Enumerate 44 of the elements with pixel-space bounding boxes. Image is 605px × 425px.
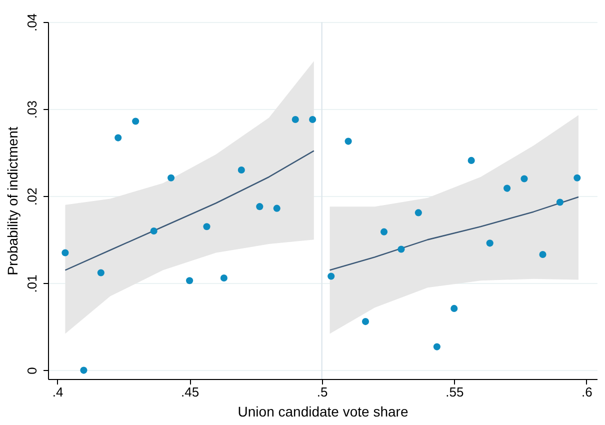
- point: [273, 204, 280, 212]
- x-axis-title: Union candidate vote share: [238, 404, 408, 420]
- point: [186, 277, 194, 284]
- point: [380, 228, 388, 236]
- point: [414, 209, 422, 216]
- point: [220, 274, 228, 282]
- point: [114, 134, 122, 142]
- point: [398, 246, 405, 253]
- point: [238, 166, 245, 174]
- point: [556, 198, 564, 206]
- point: [520, 175, 528, 182]
- y-tick-label: .03: [24, 100, 40, 119]
- point: [62, 249, 69, 256]
- point: [150, 227, 158, 235]
- x-tick-label: .6: [581, 384, 592, 400]
- point: [292, 116, 299, 124]
- point: [97, 269, 104, 276]
- x-tick-label: .45: [181, 384, 200, 400]
- point: [504, 184, 511, 192]
- point: [203, 223, 210, 230]
- point: [309, 116, 316, 124]
- x-tick-label: .55: [446, 384, 464, 400]
- point: [539, 250, 546, 258]
- point: [433, 343, 440, 350]
- point: [256, 203, 264, 210]
- y-tick-label: .02: [24, 188, 40, 206]
- point: [362, 318, 370, 326]
- y-tick-label: 0: [24, 367, 40, 374]
- point: [132, 118, 140, 125]
- point: [468, 156, 475, 164]
- point: [450, 304, 458, 312]
- point: [574, 174, 581, 182]
- point: [167, 174, 175, 182]
- point: [344, 138, 352, 145]
- x-tick-label: .4: [52, 384, 64, 400]
- line-series: [329, 196, 580, 271]
- point: [328, 272, 335, 280]
- point: [80, 366, 88, 374]
- point: [486, 240, 494, 247]
- line-series: [64, 150, 315, 271]
- y-tick-label: .04: [24, 13, 40, 32]
- y-tick-label: .01: [24, 274, 40, 293]
- y-axis-title: Probability of indictment: [4, 126, 20, 276]
- x-tick-label: .5: [316, 384, 328, 400]
